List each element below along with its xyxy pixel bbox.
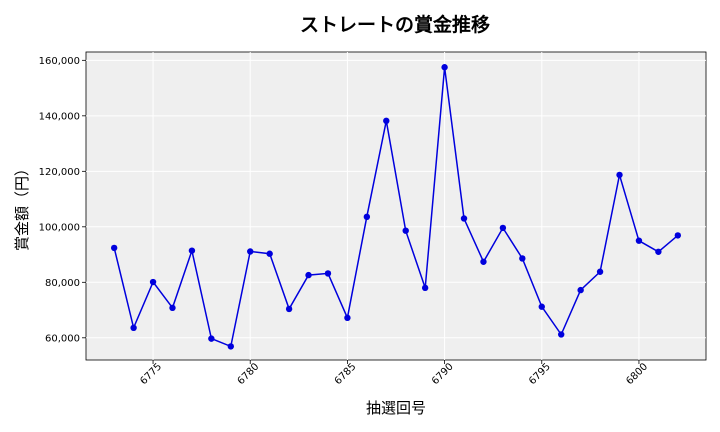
data-point: [655, 248, 662, 255]
data-point: [499, 224, 507, 232]
y-axis-label: 賞金額（円）: [13, 161, 31, 251]
data-point: [441, 64, 448, 71]
data-point: [344, 314, 351, 322]
data-point: [519, 255, 526, 262]
data-point: [247, 248, 254, 255]
plot-area: [85, 51, 707, 361]
x-axis-label: 抽選回号: [366, 399, 426, 417]
data-point: [674, 232, 682, 239]
data-point: [363, 213, 371, 221]
data-point: [616, 171, 623, 179]
data-point: [285, 305, 293, 313]
y-tick-label: 80,000: [45, 278, 80, 289]
axes: 60,000 80,000 100,000 120,000 140,000 160,000…: [39, 56, 650, 387]
y-tick-label: 60,000: [45, 333, 80, 344]
data-point: [480, 258, 487, 265]
data-point: [110, 244, 118, 252]
data-point: [208, 335, 215, 342]
data-point: [383, 117, 390, 125]
y-tick-label: 160,000: [39, 56, 80, 67]
data-point: [149, 278, 157, 286]
grid: [86, 52, 706, 360]
y-tick-label: 120,000: [39, 167, 80, 178]
data-point: [558, 331, 565, 338]
data-point: [188, 247, 196, 254]
data-point: [305, 271, 312, 279]
x-tick-label: 6795: [527, 361, 553, 387]
x-tick-label: 6800: [624, 361, 650, 387]
x-tick-label: 6785: [333, 361, 359, 387]
data-point: [324, 270, 332, 277]
data-point: [635, 237, 643, 244]
x-tick-label: 6775: [138, 361, 164, 387]
data-point: [460, 215, 468, 222]
data-point: [577, 286, 584, 294]
series-layer: [110, 64, 682, 350]
data-point: [130, 324, 137, 332]
data-point: [596, 268, 604, 275]
data-point: [169, 304, 176, 312]
y-tick-label: 100,000: [39, 222, 80, 233]
x-tick-label: 6790: [430, 361, 456, 387]
data-point: [538, 303, 545, 310]
data-point: [402, 227, 409, 234]
series-line: [113, 67, 679, 348]
data-point: [421, 284, 429, 292]
y-tick-label: 140,000: [39, 111, 80, 122]
data-point: [266, 250, 273, 257]
x-tick-label: 6780: [236, 361, 262, 387]
data-point: [227, 343, 234, 350]
chart-title: ストレートの賞金推移: [300, 13, 490, 36]
